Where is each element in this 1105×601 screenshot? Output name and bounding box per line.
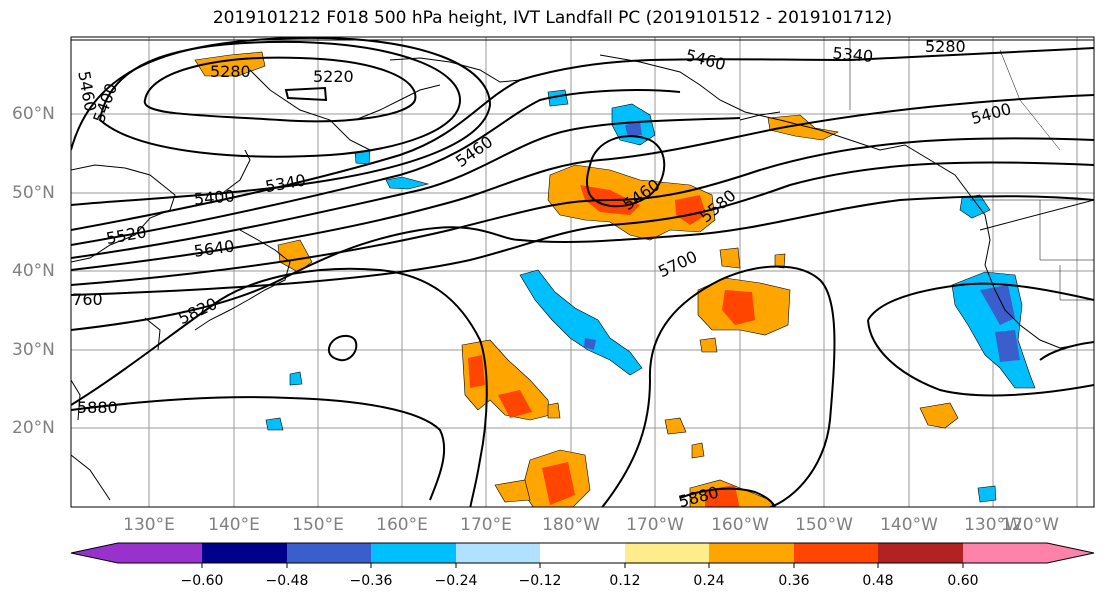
- contour-label: 5400: [193, 186, 235, 208]
- colorbar-tick-label: −0.24: [434, 573, 478, 589]
- longitude-label: 140°W: [880, 515, 938, 535]
- colorbar-swatch: [709, 543, 794, 563]
- colorbar-tick-label: −0.12: [518, 573, 562, 589]
- longitude-label: 120°W: [1001, 515, 1059, 535]
- contour-label: 5700: [655, 247, 700, 281]
- contour-label: 5820: [175, 294, 220, 328]
- map-frame: [70, 36, 1095, 508]
- colorbar-swatch: [287, 543, 371, 563]
- longitude-label: 130°W: [964, 515, 1022, 535]
- latitude-label: 20°N: [12, 418, 55, 438]
- colorbar-swatch: [878, 543, 963, 563]
- colorbar-tick-label: −0.36: [349, 573, 393, 589]
- contour-label: 5640: [193, 236, 236, 260]
- colorbar-tick-label: 0.48: [862, 573, 894, 589]
- colorbar-left-arrow: [71, 543, 118, 563]
- coastlines: [71, 39, 1094, 501]
- latitude-label: 50°N: [12, 183, 55, 203]
- political-boundaries: [849, 37, 1094, 301]
- ivt-positive-shading: [194, 51, 959, 507]
- contour-label: 5760: [62, 290, 103, 309]
- gridlines: [71, 37, 1094, 507]
- contour-label: 5880: [77, 398, 118, 417]
- latitude-label: 30°N: [12, 340, 55, 360]
- colorbar-tick-label: 0.36: [778, 573, 810, 589]
- colorbar-swatch: [456, 543, 540, 563]
- colorbar-swatch: [202, 543, 287, 563]
- colorbar-swatch: [118, 543, 202, 563]
- longitude-label: 150°W: [795, 515, 853, 535]
- longitude-label: 150°E: [292, 515, 344, 535]
- longitude-label: 180°W: [542, 515, 600, 535]
- contour-label: 5460: [452, 132, 496, 171]
- map-title: 2019101212 F018 500 hPa height, IVT Land…: [212, 8, 893, 28]
- contour-label: 5280: [925, 37, 966, 56]
- colorbar-tick-label: 0.60: [947, 573, 979, 589]
- longitude-label: 140°E: [208, 515, 260, 535]
- ivt-negative-shading: [265, 89, 1036, 503]
- colorbar-swatch: [540, 543, 625, 563]
- colorbar-tick-label: 0.24: [693, 573, 725, 589]
- contour-label: 5520: [105, 222, 148, 248]
- longitude-label: 160°W: [711, 515, 769, 535]
- longitude-label: 170°W: [626, 515, 684, 535]
- colorbar-swatch: [625, 543, 709, 563]
- latitude-label: 40°N: [12, 261, 55, 281]
- contour-label: 5280: [210, 62, 251, 81]
- colorbar-right-arrow: [1047, 543, 1094, 563]
- height-contours: [71, 37, 1094, 507]
- colorbar-outline: [70, 542, 1095, 564]
- latitude-label: 60°N: [12, 104, 55, 124]
- longitude-label: 170°E: [460, 515, 512, 535]
- contour-label: 5220: [313, 67, 354, 86]
- colorbar-tick-label: 0.12: [609, 573, 641, 589]
- longitude-label: 130°E: [123, 515, 175, 535]
- colorbar-tick-label: −0.48: [265, 573, 309, 589]
- colorbar-swatch: [371, 543, 456, 563]
- colorbar-tick-label: −0.60: [180, 573, 224, 589]
- colorbar: [70, 542, 1095, 568]
- colorbar-swatch: [963, 543, 1047, 563]
- contour-label: 5460: [684, 45, 728, 74]
- longitude-label: 160°E: [376, 515, 428, 535]
- contour-label: 5340: [264, 170, 307, 196]
- colorbar-swatch: [794, 543, 878, 563]
- contour-label: 5340: [832, 43, 874, 65]
